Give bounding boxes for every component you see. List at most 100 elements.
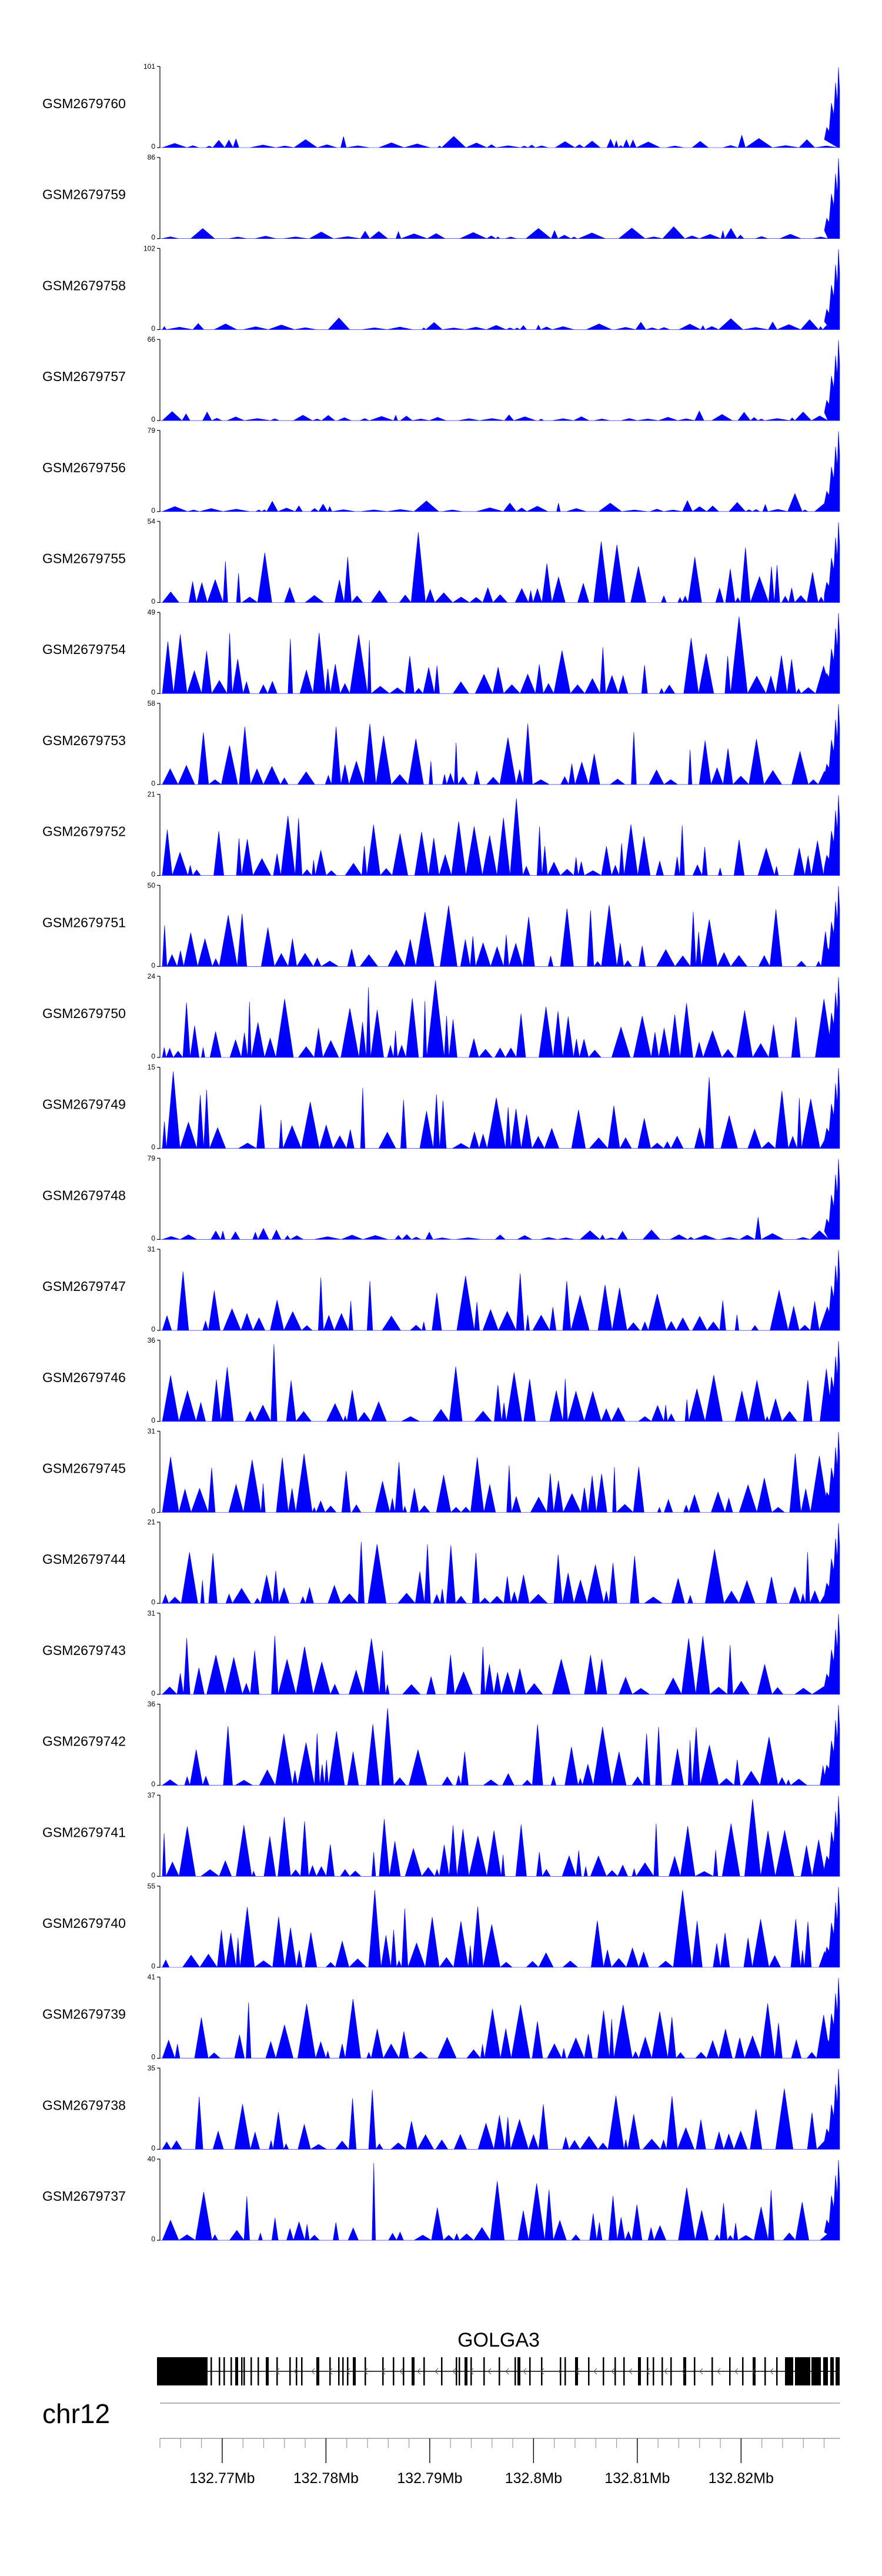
track-label: GSM2679744	[42, 1551, 126, 1567]
exon-block	[836, 2357, 840, 2385]
coverage-area	[160, 795, 840, 876]
y-min-label: 0	[151, 1234, 155, 1242]
y-max-label: 31	[148, 1427, 156, 1436]
coverage-area	[160, 2069, 840, 2150]
y-max-label: 31	[148, 1609, 156, 1617]
coverage-track: GSM2679751 50 0	[42, 881, 840, 969]
x-tick-label: 132.77Mb	[189, 2470, 255, 2487]
exon-block	[764, 2357, 766, 2385]
track-label: GSM2679745	[42, 1461, 126, 1476]
coverage-track: GSM2679738350	[42, 2064, 840, 2152]
chromosome-label: chr12	[42, 2398, 110, 2429]
exon-block	[603, 2357, 604, 2385]
x-tick-label: 132.82Mb	[709, 2470, 774, 2487]
genome-axis-track: chr12 132.77Mb 132.78Mb 132.79Mb 132.8Mb 132…	[42, 2398, 840, 2487]
exon-block	[338, 2357, 340, 2385]
exon-block	[301, 2357, 303, 2385]
coverage-track: GSM2679750 24 0	[42, 972, 840, 1060]
coverage-track: GSM2679745 31 0	[42, 1427, 840, 1516]
y-min-label: 0	[151, 688, 155, 696]
coverage-track: GSM2679741 37 0	[42, 1791, 840, 1879]
track-label: GSM2679741	[42, 1824, 126, 1840]
track-label: GSM2679752	[42, 824, 126, 839]
y-min-label: 0	[151, 1598, 155, 1606]
coverage-area	[160, 1250, 840, 1331]
coverage-area	[160, 1523, 840, 1604]
coverage-area	[160, 1887, 840, 1967]
y-max-label: 54	[148, 518, 156, 526]
track-label: GSM2679738	[42, 2097, 126, 2113]
exon-block	[393, 2357, 395, 2385]
exon-block	[662, 2357, 663, 2385]
y-max-label: 41	[148, 1973, 156, 1981]
coverage-track: GSM2679740 55 0	[42, 1882, 840, 1970]
coverage-area	[160, 1796, 840, 1877]
coverage-area	[160, 431, 840, 512]
y-min-label: 0	[151, 506, 155, 515]
exon-block	[499, 2357, 500, 2385]
coverage-track: GSM2679742360	[42, 1700, 840, 1788]
track-label: GSM2679746	[42, 1370, 126, 1385]
exon-block	[342, 2357, 344, 2385]
track-label: GSM2679758	[42, 278, 126, 293]
exon-block	[830, 2357, 834, 2385]
y-max-label: 15	[148, 1063, 156, 1072]
y-min-label: 0	[151, 324, 155, 332]
coverage-area	[160, 158, 840, 239]
exon-block	[670, 2357, 672, 2385]
exon-block	[223, 2357, 225, 2385]
y-max-label: 36	[148, 1700, 156, 1709]
exon-block	[423, 2357, 425, 2385]
x-tick-label: 132.78Mb	[293, 2470, 359, 2487]
y-min-label: 0	[151, 1052, 155, 1060]
coverage-area	[160, 1705, 840, 1786]
track-label: GSM2679760	[42, 96, 126, 111]
y-min-label: 0	[151, 961, 155, 969]
coverage-area	[160, 704, 840, 785]
coverage-area	[160, 1159, 840, 1240]
y-max-label: 37	[148, 1791, 156, 1799]
y-max-label: 36	[148, 1336, 156, 1344]
exon-block	[711, 2357, 713, 2385]
y-min-label: 0	[151, 598, 155, 606]
coverage-tracks: GSM2679760 101 0 GSM2679759 86 0 GSM2679758 102…	[42, 62, 840, 2243]
y-min-label: 0	[151, 1325, 155, 1333]
y-min-label: 0	[151, 870, 155, 879]
exon-block	[729, 2357, 731, 2385]
y-min-label: 0	[151, 1871, 155, 1879]
track-label: GSM2679740	[42, 1916, 126, 1931]
y-min-label: 0	[151, 1962, 155, 1970]
y-min-label: 0	[151, 2235, 155, 2243]
exon-block	[353, 2357, 356, 2385]
coverage-area	[160, 977, 840, 1057]
exon-block	[560, 2357, 562, 2385]
exon-block	[316, 2357, 319, 2385]
x-tick-label: 132.79Mb	[397, 2470, 462, 2487]
coverage-area	[160, 249, 840, 330]
coverage-track: GSM2679743 31 0	[42, 1609, 840, 1697]
exon-block	[219, 2357, 220, 2385]
track-label: GSM2679749	[42, 1097, 126, 1112]
exon-block	[456, 2357, 457, 2385]
coverage-area	[160, 1341, 840, 1422]
track-label: GSM2679743	[42, 1643, 126, 1658]
exon-block	[250, 2357, 252, 2385]
coverage-track: GSM26797601010	[42, 62, 840, 151]
track-label: GSM2679756	[42, 460, 126, 475]
track-label: GSM2679737	[42, 2188, 126, 2204]
x-tick-label: 132.81Mb	[604, 2470, 670, 2487]
exon-block	[289, 2357, 291, 2385]
exon-block	[694, 2357, 696, 2385]
exon-block	[230, 2357, 232, 2385]
x-tick-label: 132.8Mb	[505, 2470, 562, 2487]
track-label: GSM2679754	[42, 642, 126, 657]
exon-block	[564, 2357, 566, 2385]
exon-block	[588, 2357, 590, 2385]
exon-block	[742, 2357, 744, 2385]
y-min-label: 0	[151, 1507, 155, 1516]
y-max-label: 102	[143, 244, 155, 252]
y-max-label: 101	[143, 62, 155, 71]
exon-block	[529, 2357, 531, 2385]
coverage-track: GSM2679754 49 0	[42, 608, 840, 696]
coverage-track: GSM2679758 102 0	[42, 244, 840, 332]
